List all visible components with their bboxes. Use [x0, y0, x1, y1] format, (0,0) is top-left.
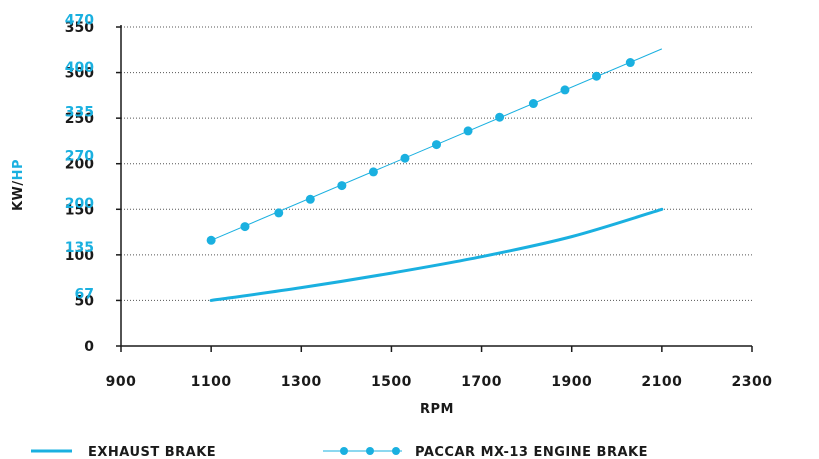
legend-item-engine-brake: PACCAR MX-13 ENGINE BRAKE — [323, 445, 648, 459]
engine-brake-point-10 — [528, 99, 538, 109]
series-line-exhaust-brake — [209, 207, 664, 302]
engine-brake-point-2 — [274, 208, 284, 218]
engine-brake-point-6 — [400, 153, 410, 163]
y-axis-title-kw: KW — [11, 186, 26, 211]
grid-lines — [121, 26, 752, 301]
engine-brake-point-9 — [495, 112, 505, 122]
engine-brake-point-7 — [432, 140, 441, 150]
x-tick-label-5: 1900 — [551, 374, 592, 390]
x-tick-label-6: 2100 — [641, 374, 682, 390]
x-tick-label-2: 1300 — [281, 374, 322, 390]
x-tick-label-1: 1100 — [191, 374, 232, 390]
kw-tick-label-0: 0 — [84, 339, 94, 355]
engine-brake-point-13 — [625, 58, 635, 68]
engine-brake-point-0 — [206, 235, 216, 245]
y-axis-title-sep: / — [11, 180, 26, 185]
y-axis-title-hp: HP — [11, 159, 26, 180]
legend-label-exhaust-brake: EXHAUST BRAKE — [88, 445, 216, 459]
engine-brake-point-11 — [560, 85, 570, 95]
x-tick-label-7: 2300 — [732, 374, 773, 390]
axes — [116, 25, 753, 352]
x-tick-labels: 900 1100 1300 1500 1700 1900 2100 2300 — [106, 374, 773, 390]
legend-marker-3 — [392, 447, 400, 455]
engine-brake-point-12 — [592, 71, 602, 81]
kw-tick-label-3: 150 — [65, 202, 94, 218]
legend: EXHAUST BRAKE PACCAR MX-13 ENGINE BRAKE — [31, 445, 648, 459]
kw-tick-label-1: 50 — [75, 293, 95, 309]
legend-item-exhaust-brake: EXHAUST BRAKE — [31, 445, 216, 459]
hp-tick-label-3: 270 — [65, 148, 94, 164]
engine-brake-point-1 — [240, 222, 250, 232]
x-tick-label-3: 1500 — [371, 374, 412, 390]
engine-brake-point-5 — [368, 167, 378, 177]
kw-tick-label-6: 300 — [65, 66, 94, 82]
kw-tick-label-7: 350 — [65, 20, 94, 36]
engine-brake-point-8 — [463, 126, 473, 136]
hp-tick-label-1: 135 — [65, 240, 94, 256]
legend-label-engine-brake: PACCAR MX-13 ENGINE BRAKE — [415, 445, 648, 459]
x-axis-title: RPM — [420, 402, 454, 417]
hp-tick-label-5: 400 — [65, 60, 94, 76]
kw-tick-label-2: 100 — [65, 248, 94, 264]
hp-tick-label-0: 67 — [75, 286, 94, 302]
y-axis-title: KW/HP — [11, 159, 26, 211]
legend-marker-2 — [366, 447, 374, 455]
x-tick-label-0: 900 — [106, 374, 137, 390]
engine-brake-point-3 — [305, 194, 315, 204]
engine-brake-point-4 — [337, 181, 347, 191]
kw-tick-label-5: 250 — [65, 111, 94, 127]
y-tick-labels: 0501001502002503003506713520027033540047… — [65, 13, 94, 355]
hp-tick-label-4: 335 — [65, 104, 94, 120]
hp-tick-label-6: 470 — [65, 13, 94, 29]
legend-marker-1 — [340, 447, 348, 455]
x-tick-label-4: 1700 — [461, 374, 502, 390]
series-layer — [206, 48, 664, 302]
kw-tick-label-4: 200 — [65, 157, 94, 173]
hp-tick-label-2: 200 — [65, 196, 94, 212]
